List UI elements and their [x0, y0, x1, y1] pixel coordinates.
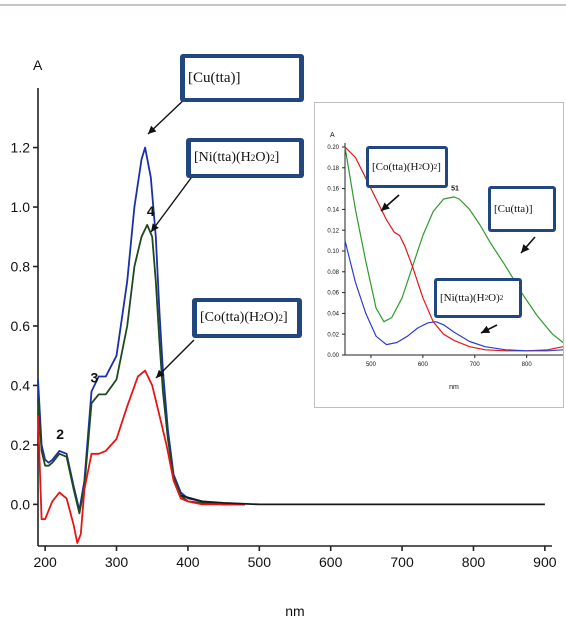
series-line-3: [180, 494, 545, 506]
callout-cu-inset-label: [Cu(tta)]: [491, 189, 553, 229]
y-tick-label: 0.08: [327, 270, 339, 276]
arrow-cu-main-head: [148, 125, 157, 134]
x-tick-label: 800: [462, 554, 486, 570]
x-tick-label: 200: [33, 554, 57, 570]
peak-label-0: 51: [451, 186, 459, 193]
x-tick-label: 300: [105, 554, 129, 570]
callout-co-main: [Co(tta)(H 2 O) 2]: [192, 298, 302, 338]
main-labels: 2 3 4: [56, 203, 155, 442]
x-tick-label: 600: [418, 362, 429, 368]
callout-co-inset-label: [Co(tta)(H 2 O) 2]: [369, 149, 445, 185]
y-axis-label: A: [33, 57, 43, 73]
callout-cu-inset: [Cu(tta)]: [488, 186, 556, 232]
y-tick-label: 1.0: [11, 199, 31, 215]
callout-cu-main: [Cu(tta)]: [180, 54, 304, 102]
arrow-co-main: [155, 339, 195, 379]
arrow-cu-main: [147, 95, 189, 135]
series-line-2: [344, 240, 564, 352]
y-axis-label: A: [330, 132, 335, 139]
x-tick-label: 500: [248, 554, 272, 570]
x-tick-label: 900: [533, 554, 557, 570]
peak-label-2: 4: [147, 203, 155, 219]
x-tick-label: 400: [176, 554, 200, 570]
y-tick-label: 0.04: [327, 312, 339, 318]
y-tick-label: 0.20: [327, 145, 339, 151]
y-tick-label: 0.6: [11, 318, 31, 334]
callout-ni-inset: [Ni(tta)(H 2 O) 2: [434, 278, 522, 318]
y-tick-label: 0.0: [11, 496, 31, 512]
callout-co-main-label: [Co(tta)(H 2 O) 2]: [197, 302, 297, 334]
y-tick-label: 0.14: [327, 208, 339, 214]
inset-axes: 0.00 0.02 0.04 0.06 0.08 0.10 0.12 0.14 0.16 0.18…: [327, 132, 563, 391]
y-tick-label: 0.4: [11, 377, 31, 393]
callout-ni-inset-label: [Ni(tta)(H 2 O) 2: [437, 281, 519, 315]
arrow-cu-inset-head: [521, 244, 530, 253]
x-axis-label: nm: [449, 384, 459, 391]
y-tick-label: 0.8: [11, 258, 31, 274]
y-tick-label: 0.16: [327, 187, 339, 193]
callout-cu-main-label: [Cu(tta)]: [185, 58, 299, 98]
top-border-line: [0, 4, 566, 6]
inset-labels: 51: [451, 186, 459, 193]
main-series: [37, 146, 545, 544]
x-tick-label: 700: [390, 554, 414, 570]
main-axes: 0.0 0.2 0.4 0.6 0.8 1.0 1.2 200 300 400 500 600 700 8…: [11, 57, 557, 619]
y-tick-label: 0.12: [327, 228, 339, 234]
x-tick-label: 800: [522, 362, 533, 368]
arrow-co-main-head: [156, 369, 165, 378]
main-callout-arrows: [147, 95, 195, 379]
callout-ni-main: [Ni(tta)(H 2 O) 2]: [186, 138, 304, 178]
x-tick-label: 500: [366, 362, 377, 368]
y-tick-label: 1.2: [11, 139, 31, 155]
series-line-1: [37, 223, 245, 515]
peak-label-0: 2: [56, 426, 64, 442]
peak-label-1: 3: [90, 369, 98, 385]
series-line-2: [37, 369, 245, 544]
y-tick-label: 0.2: [11, 437, 31, 453]
y-tick-label: 0.06: [327, 291, 339, 297]
inset-callout-arrows: [380, 194, 536, 334]
arrow-ni-main-head: [151, 223, 159, 232]
y-tick-label: 0.00: [327, 353, 339, 359]
series-line-1: [344, 146, 564, 352]
arrow-ni-inset-head: [481, 325, 491, 333]
x-axis-label: nm: [285, 603, 304, 619]
callout-ni-main-label: [Ni(tta)(H 2 O) 2]: [191, 142, 299, 174]
arrow-ni-main: [150, 173, 195, 233]
callout-co-inset: [Co(tta)(H 2 O) 2]: [366, 146, 448, 188]
x-tick-label: 700: [470, 362, 481, 368]
y-tick-label: 0.02: [327, 332, 339, 338]
series-line-0: [37, 146, 245, 512]
arrow-co-inset-head: [381, 202, 390, 211]
y-tick-label: 0.10: [327, 249, 339, 255]
x-tick-label: 600: [319, 554, 343, 570]
y-tick-label: 0.18: [327, 166, 339, 172]
